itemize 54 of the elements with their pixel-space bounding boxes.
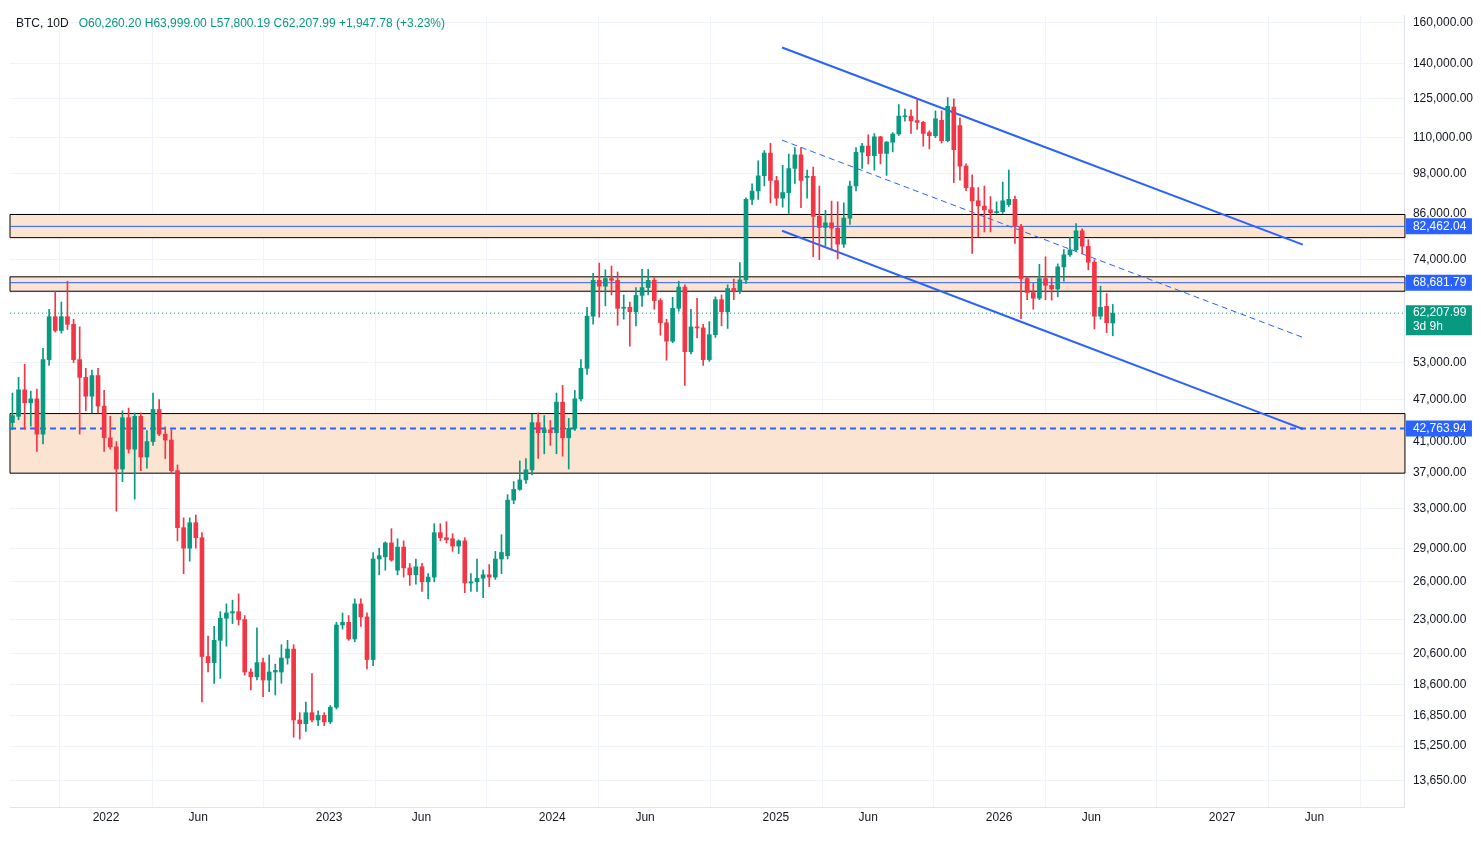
x-tick-label: Jun (858, 810, 878, 825)
candlestick (205, 635, 211, 673)
y-tick-label: 18,600.00 (1412, 677, 1467, 692)
x-tick-label: Jun (1081, 810, 1102, 825)
candlestick (541, 415, 547, 455)
y-tick-label: 33,000.00 (1412, 500, 1467, 515)
candlestick (480, 569, 486, 598)
ref-line-label: 68,681.79 (1412, 274, 1467, 289)
candlestick (914, 98, 920, 130)
y-tick-label: 41,000.00 (1412, 433, 1467, 448)
candlestick (902, 108, 908, 122)
chart-subtitle: O60,260.20 H63,999.00 L57,800.19 C62,207.99 +1,947.78 (+3.23%) (78, 16, 445, 30)
x-tick-label: 2027 (1208, 810, 1236, 825)
y-tick-label: 74,000.00 (1412, 252, 1467, 267)
candlestick (639, 269, 645, 307)
candlestick (266, 654, 272, 692)
x-tick-label: Jun (1304, 810, 1325, 825)
y-tick-label: 125,000.00 (1412, 90, 1474, 105)
x-tick-label: Jun (188, 810, 208, 825)
candlestick (596, 262, 602, 318)
y-tick-label: 23,000.00 (1412, 611, 1467, 626)
candlestick (22, 363, 27, 430)
ref-line-label: 62,207.99 3d 9h (1412, 305, 1467, 334)
candlestick (162, 426, 168, 459)
chart-title: BTC, 10D (16, 16, 69, 30)
y-tick-label: 98,000.00 (1412, 165, 1467, 180)
candlestick (804, 169, 810, 199)
y-tick-label: 26,000.00 (1412, 574, 1467, 589)
y-tick-label: 53,000.00 (1412, 354, 1467, 369)
x-tick-label: 2023 (315, 810, 343, 825)
y-tick-label: 86,000.00 (1412, 205, 1467, 220)
candlestick (731, 278, 737, 300)
x-tick-label: Jun (635, 810, 655, 825)
y-tick-label: 110,000.00 (1412, 129, 1473, 144)
y-tick-label: 47,000.00 (1412, 391, 1467, 406)
y-tick-label: 29,000.00 (1412, 540, 1467, 555)
y-tick-label: 20,600.00 (1412, 645, 1467, 660)
x-tick-label: 2025 (762, 810, 790, 825)
candlestick (486, 564, 492, 587)
y-tick-label: 13,650.00 (1412, 772, 1467, 787)
candlestick (28, 390, 34, 427)
x-tick-label: 2022 (92, 810, 120, 825)
ref-line-label: 82,462.04 (1412, 218, 1467, 233)
x-tick-label: 2024 (538, 810, 566, 825)
x-tick-label: 2026 (985, 810, 1013, 825)
y-tick-label: 37,000.00 (1412, 465, 1467, 480)
y-tick-label: 16,850.00 (1412, 707, 1467, 722)
ref-line-label: 42,763.94 (1412, 420, 1467, 435)
x-tick-label: Jun (411, 810, 432, 825)
candlestick (297, 712, 303, 740)
candlestick (975, 187, 981, 238)
y-tick-label: 140,000.00 (1412, 55, 1474, 70)
y-tick-label: 160,000.00 (1412, 14, 1474, 29)
y-tick-label: 15,250.00 (1412, 738, 1467, 753)
